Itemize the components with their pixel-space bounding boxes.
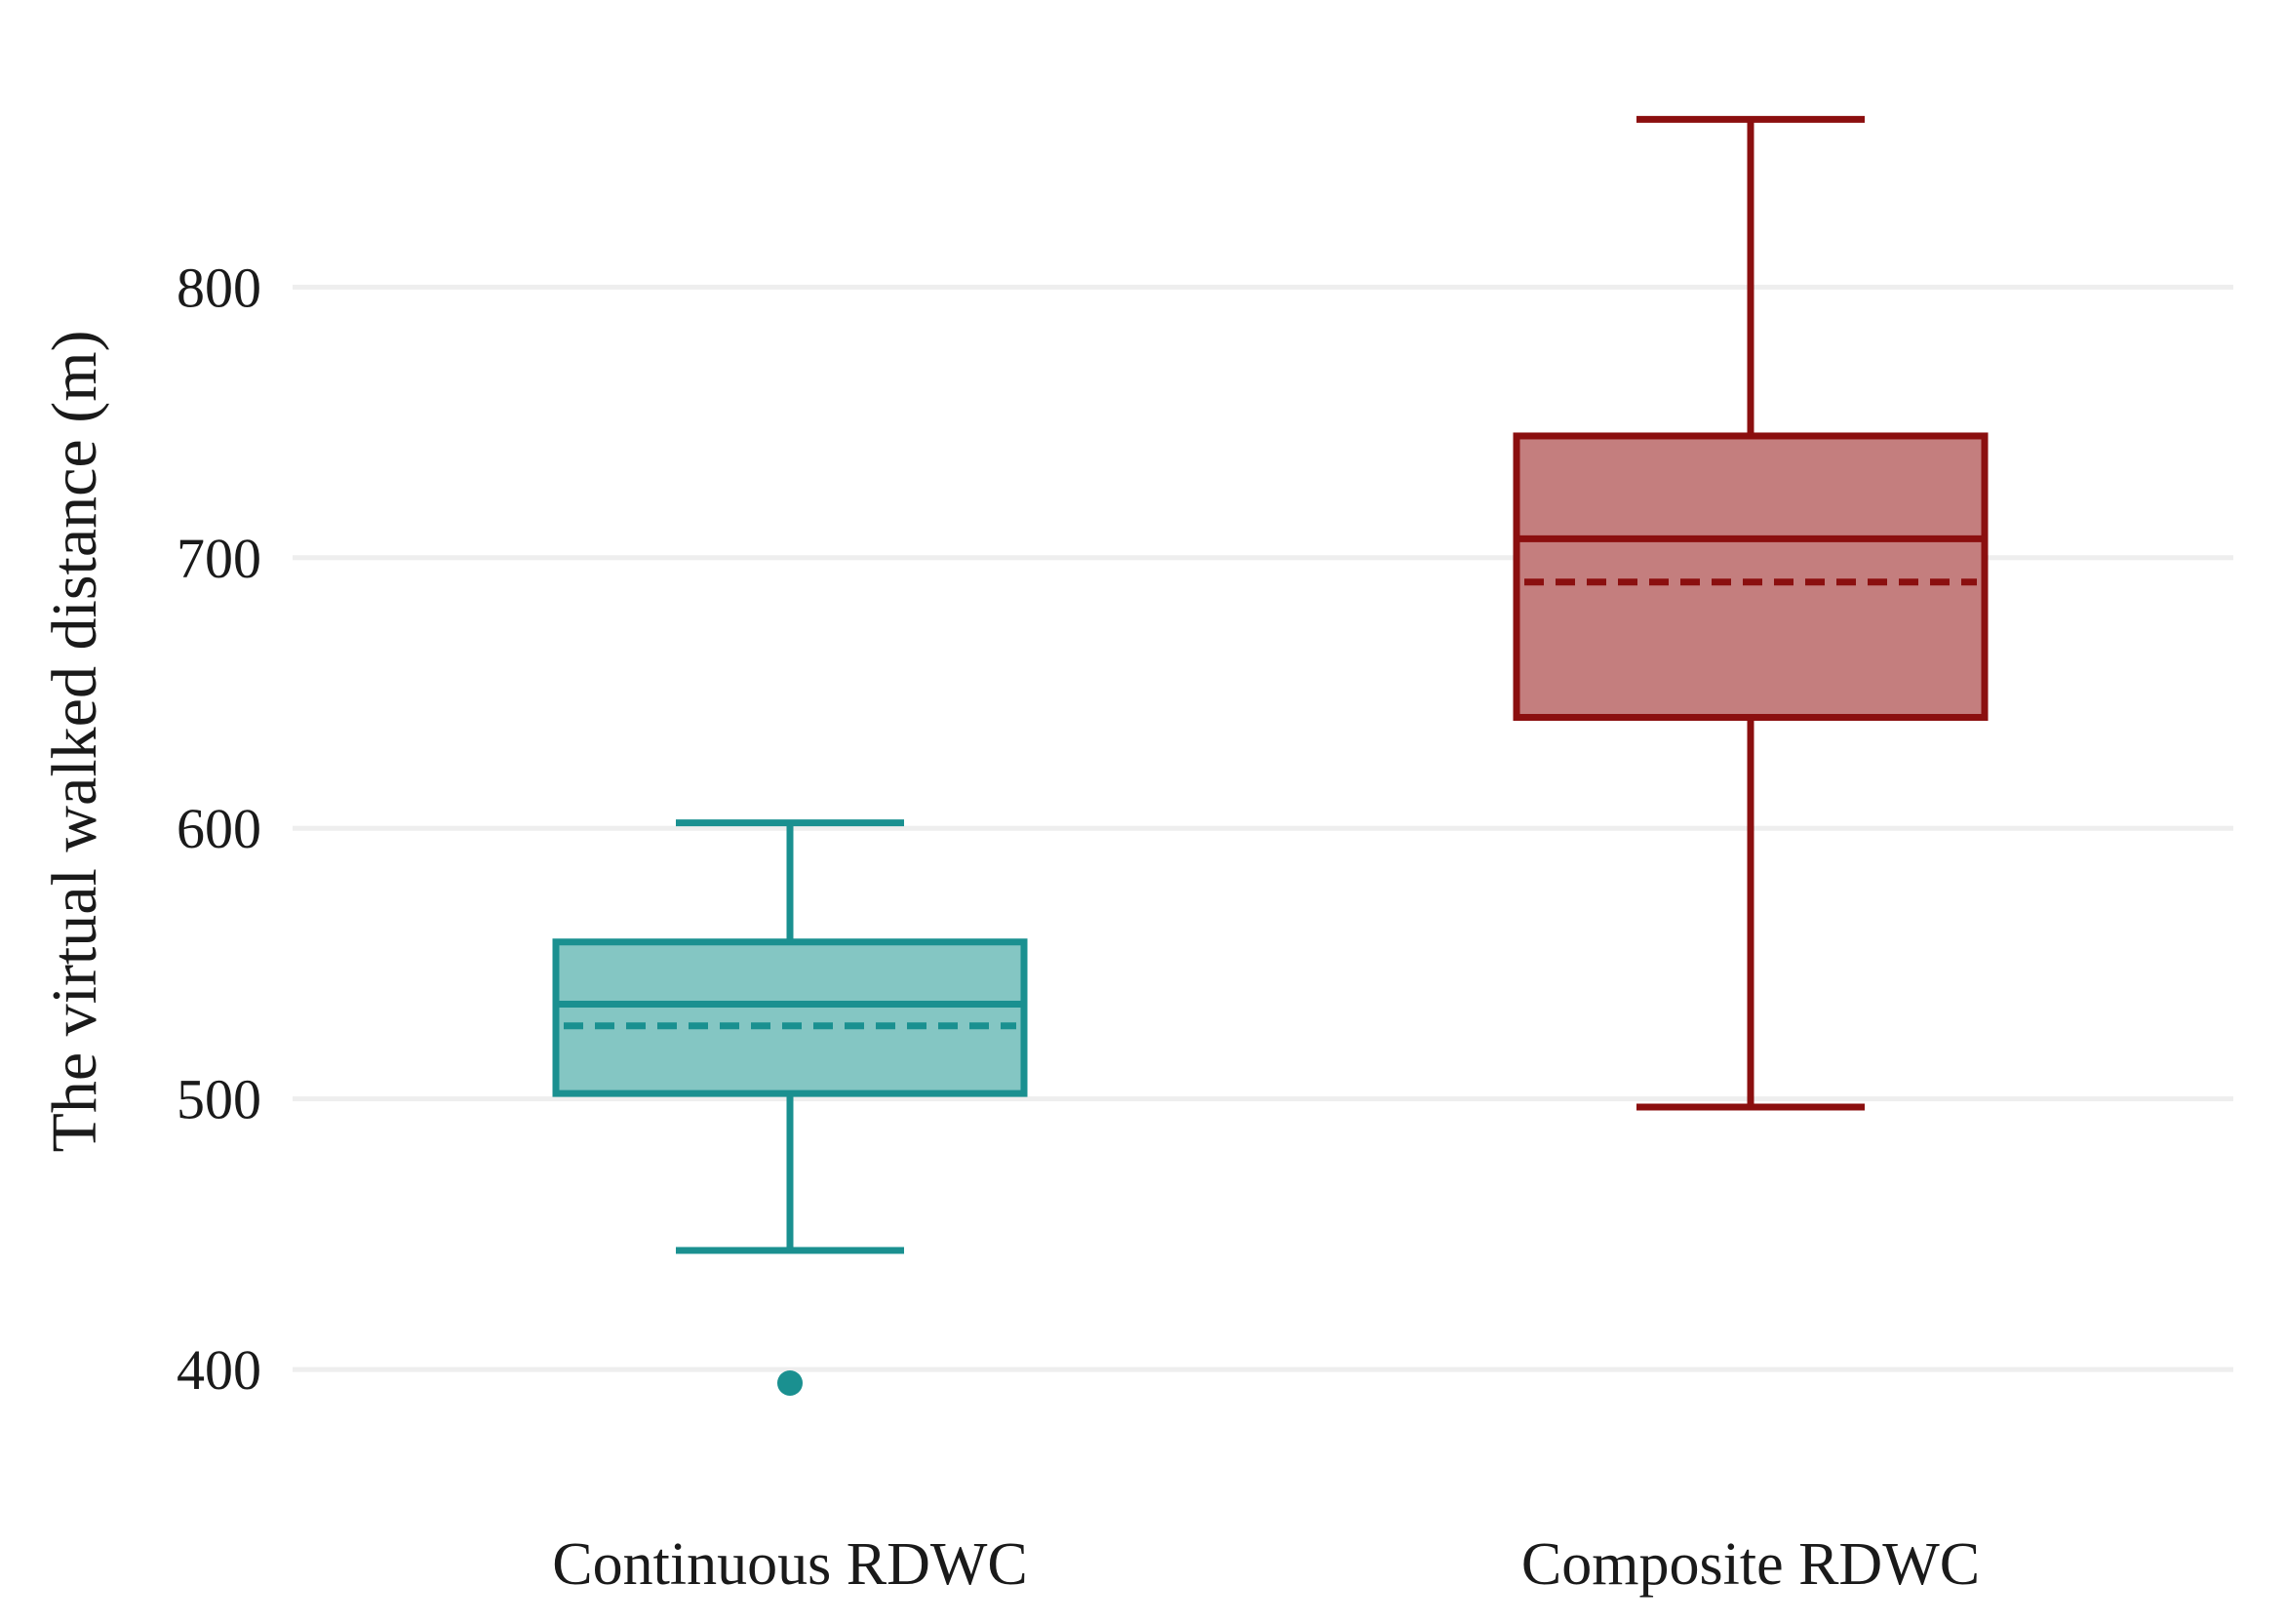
x-axis-categories: Continuous RDWC Composite RDWC	[552, 1531, 1980, 1598]
y-tick-label: 700	[177, 527, 261, 590]
y-axis-title: The virtual walked distance (m)	[39, 330, 110, 1152]
y-tick-label: 800	[177, 256, 261, 319]
x-category-label: Continuous RDWC	[552, 1531, 1027, 1598]
box-iqr	[1513, 432, 1989, 721]
y-tick-label: 600	[177, 797, 261, 860]
x-category-label: Composite RDWC	[1521, 1531, 1980, 1598]
y-axis-ticks: 400 500 600 700 800	[177, 256, 261, 1402]
outlier-point	[777, 1369, 803, 1396]
boxes	[552, 115, 1989, 1396]
y-tick-label: 500	[177, 1068, 261, 1131]
box-iqr	[552, 938, 1028, 1097]
box-group	[552, 819, 1028, 1396]
box-group	[1513, 115, 1989, 1111]
y-tick-label: 400	[177, 1338, 261, 1402]
